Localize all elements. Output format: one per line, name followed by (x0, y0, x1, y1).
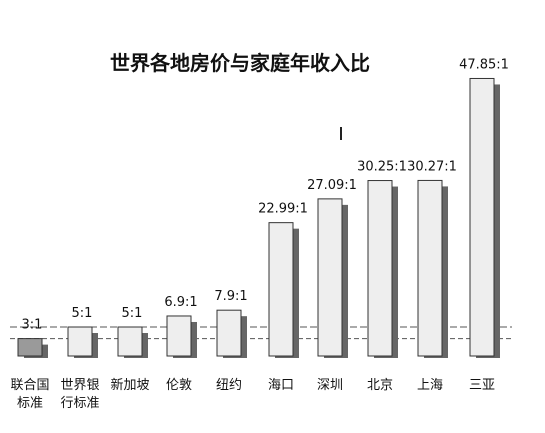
bar (469, 77, 495, 357)
category-label: 深圳 (317, 378, 343, 393)
value-label: 7.9:1 (214, 289, 247, 304)
value-label: 47.85:1 (459, 57, 509, 72)
value-label: 3:1 (22, 318, 43, 333)
category-label: 标准 (17, 396, 43, 411)
category-label: 三亚 (469, 378, 495, 393)
value-label: 30.27:1 (407, 159, 457, 174)
category-label: 行标准 (60, 396, 99, 411)
bar (117, 326, 143, 357)
value-label: 5:1 (122, 306, 143, 321)
value-label: 27.09:1 (307, 178, 357, 193)
category-label: 北京 (367, 378, 393, 393)
bar (268, 222, 294, 357)
value-label: 5:1 (72, 306, 93, 321)
category-label: 世界银 (60, 378, 99, 393)
bar (216, 309, 242, 357)
bars-group (17, 77, 500, 358)
bar (317, 198, 343, 357)
category-label: 新加坡 (110, 377, 149, 393)
bar (166, 315, 192, 357)
category-label: 伦敦 (166, 377, 192, 393)
bar (417, 179, 443, 357)
bar (67, 326, 93, 357)
category-label: 上海 (417, 378, 443, 393)
bar (367, 180, 393, 357)
category-label: 联合国 (10, 378, 49, 393)
value-label: 6.9:1 (164, 295, 197, 310)
category-label: 纽约 (216, 378, 242, 393)
value-label: 30.25:1 (357, 160, 407, 175)
chart-title: 世界各地房价与家庭年收入比 (110, 51, 370, 75)
value-label: 22.99:1 (258, 202, 308, 217)
category-label: 海口 (268, 378, 294, 393)
value-labels-group: 3:1 5:1 5:1 6.9:1 7.9:1 22.99:1 27.09:130.25:1… (22, 57, 509, 332)
bar (17, 338, 43, 357)
